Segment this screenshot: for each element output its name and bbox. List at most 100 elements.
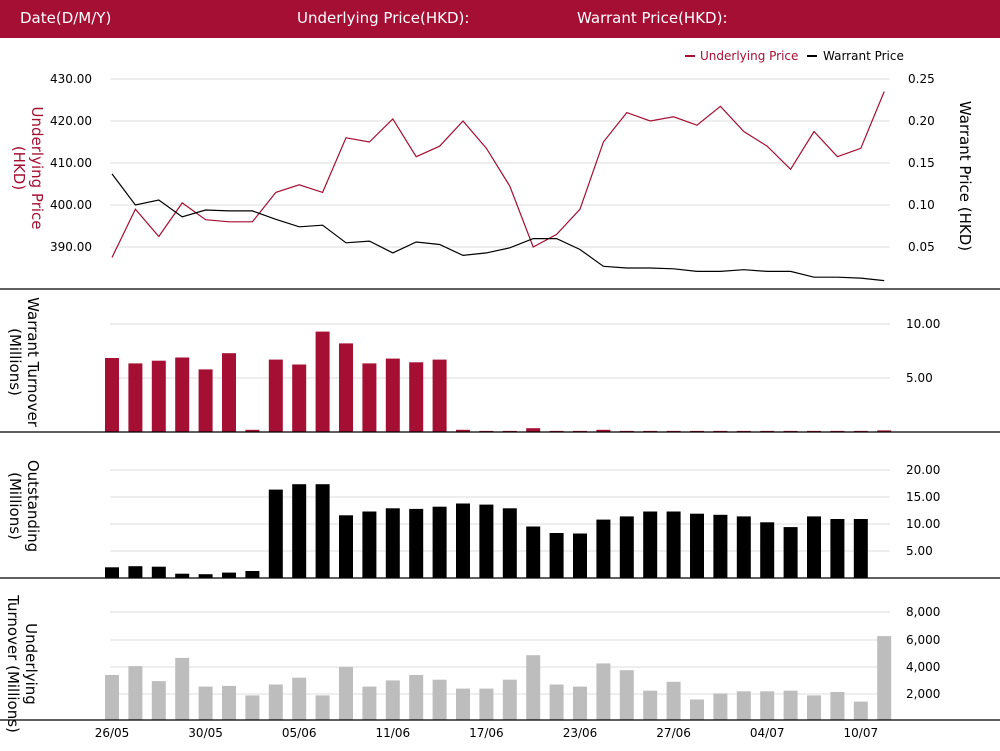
- outstanding-bar: [549, 533, 564, 578]
- outstanding-bar: [456, 503, 470, 578]
- outstanding-bar: [643, 511, 658, 578]
- underlying-turnover-bar: [853, 701, 868, 720]
- date-label: Date(D/M/Y): [20, 9, 112, 27]
- warrant-turnover-bar: [409, 362, 424, 432]
- y-tick-label-right: 0.15: [908, 156, 935, 170]
- warrant-turnover-bar: [362, 363, 377, 432]
- warrant-charts: 430.00 0.25 420.00 0.20 410.00 0.15 400.00 0.10…: [0, 49, 1000, 740]
- warrant-turnover-bar: [432, 359, 447, 432]
- underlying-turnover-bar: [409, 675, 424, 720]
- y-axis-title-right: Warrant Price (HKD): [956, 101, 974, 251]
- outstanding-bar: [830, 519, 845, 578]
- y-axis-title-underlying-turnover-0: Underlying: [22, 623, 40, 705]
- y-tick-label: 410.00: [50, 156, 92, 170]
- underlying-turnover-bar: [456, 688, 470, 720]
- underlying-turnover-bar: [385, 680, 400, 720]
- x-tick-label: 27/06: [656, 726, 691, 740]
- outstanding-bar: [526, 526, 541, 578]
- warrant-turnover-bar: [339, 343, 353, 432]
- underlying-price-label: Underlying Price(HKD):: [297, 9, 470, 27]
- legend-underlying-label: Underlying Price: [700, 49, 798, 63]
- x-tick-label: 10/07: [844, 726, 879, 740]
- outstanding-bar: [128, 566, 143, 578]
- outstanding-bar: [573, 533, 587, 578]
- warrant-turnover-bar: [456, 429, 470, 432]
- x-tick-label: 11/06: [376, 726, 411, 740]
- warrant-turnover-bar: [105, 358, 119, 432]
- underlying-turnover-bar: [339, 666, 353, 720]
- warrant-turnover-bar: [198, 369, 213, 432]
- outstanding-bar: [292, 484, 307, 578]
- outstanding-bar: [175, 573, 190, 578]
- y-axis-title-left: Underlying Price: [28, 106, 46, 229]
- underlying-turnover-bar: [151, 681, 166, 720]
- underlying-turnover-bar: [573, 686, 587, 720]
- underlying-turnover-bar: [526, 655, 541, 720]
- underlying-turnover-bar: [292, 677, 307, 720]
- underlying-turnover-bar: [549, 684, 564, 720]
- y-tick-label: 390.00: [50, 240, 92, 254]
- outstanding-bar: [315, 484, 330, 578]
- outstanding-bar: [198, 574, 213, 578]
- underlying-turnover-bar: [105, 675, 119, 720]
- warrant-turnover-bar: [128, 363, 143, 432]
- underlying-turnover-bar: [666, 681, 681, 720]
- y-tick-label: 2,000: [906, 687, 940, 701]
- y-axis-title-outstanding-0: Outstanding: [24, 460, 42, 552]
- y-tick-label: 20.00: [906, 463, 940, 477]
- underlying-turnover-bar: [736, 691, 751, 720]
- y-tick-label: 15.00: [906, 490, 940, 504]
- underlying-turnover-bar: [760, 691, 775, 720]
- warrant-turnover-bar: [526, 428, 541, 432]
- y-tick-label-right: 0.05: [908, 240, 935, 254]
- y-tick-label: 4,000: [906, 660, 940, 674]
- outstanding-bar: [222, 572, 236, 578]
- outstanding-bar: [666, 511, 681, 578]
- outstanding-bar: [268, 489, 283, 578]
- outstanding-bar: [479, 504, 494, 578]
- outstanding-bar: [409, 508, 424, 578]
- y-tick-label-right: 0.10: [908, 198, 935, 212]
- outstanding-bar: [853, 519, 868, 578]
- warrant-turnover-bar: [245, 429, 260, 432]
- underlying-turnover-bar: [128, 666, 143, 720]
- y-axis-title-outstanding-1: (Millions): [6, 472, 24, 540]
- y-tick-label: 8,000: [906, 605, 940, 619]
- outstanding-bar: [713, 514, 728, 578]
- warrant-turnover-bar: [175, 357, 190, 432]
- y-tick-label-right: 0.20: [908, 114, 935, 128]
- y-tick-label: 10.00: [906, 317, 940, 331]
- outstanding-bar: [690, 513, 704, 578]
- underlying-turnover-bar: [830, 692, 845, 720]
- underlying-turnover-bar: [807, 695, 821, 720]
- y-tick-label: 5.00: [906, 371, 933, 385]
- x-tick-label: 23/06: [563, 726, 598, 740]
- x-tick-label: 30/05: [188, 726, 223, 740]
- warrant-turnover-bar: [877, 430, 892, 432]
- outstanding-bar: [783, 527, 798, 578]
- warrant-price-line: [111, 173, 885, 282]
- underlying-turnover-bar: [713, 693, 728, 720]
- outstanding-bar: [362, 511, 377, 578]
- y-axis-title-underlying-turnover-1: Turnover (Millions): [4, 594, 22, 733]
- outstanding-bar: [619, 516, 634, 578]
- underlying-turnover-bar: [362, 686, 377, 720]
- y-axis-title-warrant-turnover-1: (Millions): [6, 328, 24, 396]
- y-tick-label: 400.00: [50, 198, 92, 212]
- outstanding-bar: [502, 508, 517, 578]
- outstanding-bar: [151, 566, 166, 578]
- y-tick-label: 10.00: [906, 517, 940, 531]
- y-axis-title-left-unit: (HKD): [10, 146, 28, 190]
- outstanding-bar: [432, 506, 447, 578]
- outstanding-bar: [245, 571, 260, 578]
- y-tick-label: 420.00: [50, 114, 92, 128]
- warrant-turnover-bar: [596, 429, 611, 432]
- warrant-turnover-bar: [151, 360, 166, 432]
- underlying-turnover-bar: [432, 679, 447, 720]
- warrant-price-label: Warrant Price(HKD):: [577, 9, 728, 27]
- header-bar: Date(D/M/Y) Underlying Price(HKD): Warra…: [0, 0, 1000, 38]
- x-tick-label: 04/07: [750, 726, 785, 740]
- outstanding-bar: [736, 516, 751, 578]
- y-axis-title-warrant-turnover-0: Warrant Turnover: [24, 297, 42, 428]
- outstanding-bar: [105, 567, 119, 578]
